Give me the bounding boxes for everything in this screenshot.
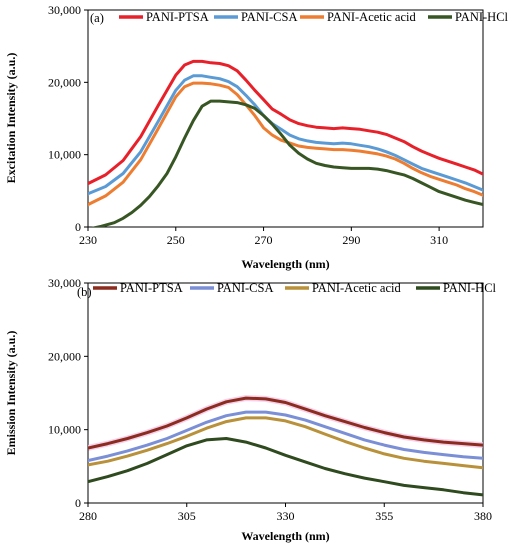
legend-label: PANI-Acetic acid	[327, 10, 416, 24]
plot-frame	[87, 282, 484, 504]
y-tick-label: 10,000	[48, 423, 81, 437]
series-line-pani-csa	[88, 74, 483, 196]
legend-item: PANI-PTSA	[93, 281, 183, 295]
legend-item: PANI-Acetic acid	[300, 10, 416, 24]
panel-label: (b)	[77, 285, 92, 299]
x-tick-label: 380	[474, 509, 492, 523]
y-axis-title: Emission Intensity (a.u.)	[4, 331, 18, 456]
y-tick-label: 0	[75, 220, 81, 234]
legend-label: PANI-HCl	[443, 281, 497, 295]
series-line-pani-acetic-acid	[88, 416, 483, 470]
legend-item: PANI-CSA	[214, 10, 298, 24]
x-tick-label: 270	[255, 233, 273, 247]
legend-item: PANI-Acetic acid	[285, 281, 401, 295]
y-tick-label: 30,000	[48, 3, 81, 17]
legend-label: PANI-CSA	[241, 10, 298, 24]
y-tick-label: 10,000	[48, 148, 81, 162]
y-tick-label: 30,000	[48, 276, 81, 290]
x-tick-label: 250	[167, 233, 185, 247]
series-lines	[88, 395, 483, 497]
x-axis-title: Wavelength (nm)	[241, 529, 329, 543]
panel-label: (a)	[90, 11, 104, 25]
x-tick-label: 230	[79, 233, 97, 247]
series-line-pani-hcl	[88, 437, 483, 497]
series-line-pani-ptsa	[88, 396, 483, 450]
legend-label: PANI-PTSA	[120, 281, 183, 295]
series-line-pani-acetic-acid	[88, 81, 483, 207]
legend-item: PANI-HCl	[416, 281, 497, 295]
x-axis-title: Wavelength (nm)	[241, 257, 329, 271]
series-line-pani-ptsa	[88, 59, 483, 186]
x-tick-label: 280	[79, 509, 97, 523]
series-line-pani-hcl	[91, 99, 483, 227]
chart-panel-b: 0 10,000 20,000 30,000 280 305 330 355 380 Wavele…	[4, 276, 497, 543]
x-tick-label: 355	[375, 509, 393, 523]
y-axis-title: Excitation Intensity (a.u.)	[4, 53, 18, 184]
plot-frame	[87, 9, 484, 228]
y-tick-label: 20,000	[48, 75, 81, 89]
legend-item: PANI-PTSA	[119, 10, 209, 24]
y-tick-label: 0	[75, 496, 81, 510]
legend-item: PANI-CSA	[190, 281, 274, 295]
legend-label: PANI-PTSA	[146, 10, 209, 24]
y-tick-label: 20,000	[48, 349, 81, 363]
legend-label: PANI-Acetic acid	[312, 281, 401, 295]
chart-panel-a: 0 10,000 20,000 30,000 230 250 270 290 310 Wavele…	[4, 3, 508, 271]
series-line-pani-csa	[88, 410, 483, 462]
series-lines	[88, 59, 483, 227]
legend-label: PANI-HCl	[455, 10, 508, 24]
x-tick-label: 290	[342, 233, 360, 247]
legend-item: PANI-HCl	[428, 10, 508, 24]
legend: PANI-PTSA PANI-CSA PANI-Acetic acid PANI-HC…	[93, 281, 497, 295]
x-tick-label: 305	[178, 509, 196, 523]
legend: PANI-PTSA PANI-CSA PANI-Acetic acid PANI-HC…	[119, 10, 508, 24]
x-tick-label: 310	[430, 233, 448, 247]
legend-label: PANI-CSA	[217, 281, 274, 295]
x-tick-label: 330	[277, 509, 295, 523]
